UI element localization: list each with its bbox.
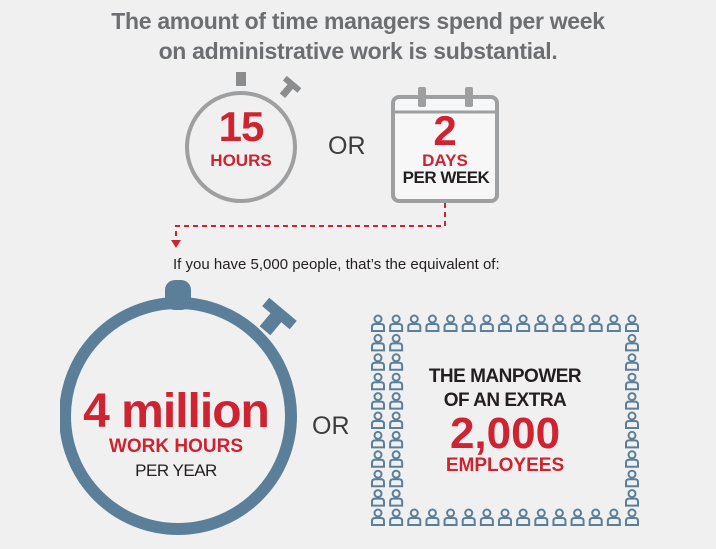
person-icon	[389, 489, 404, 507]
stopwatch-large-number: 4 million	[83, 385, 270, 438]
person-icon	[625, 314, 639, 332]
person-icon	[606, 508, 621, 526]
person-icon	[625, 372, 639, 391]
person-icon	[625, 450, 639, 468]
person-icon	[625, 508, 639, 526]
person-icon	[516, 508, 531, 526]
person-icon	[389, 372, 404, 391]
person-icon	[625, 469, 639, 488]
stopwatch-large-icon	[60, 280, 297, 535]
person-icon	[371, 469, 385, 488]
person-icon	[371, 333, 385, 352]
person-icon	[625, 430, 639, 449]
person-icon	[516, 314, 531, 332]
person-icon	[625, 392, 639, 410]
person-icon	[498, 314, 512, 332]
person-icon	[389, 353, 404, 371]
person-icon	[407, 508, 422, 526]
person-icon	[371, 411, 385, 429]
people-border-icon	[371, 314, 639, 526]
person-icon	[570, 508, 585, 526]
calendar-unit: DAYS	[422, 151, 468, 170]
person-icon	[498, 508, 512, 526]
stopwatch-small-unit: HOURS	[210, 151, 272, 170]
stopwatch-large-sub: PER YEAR	[135, 461, 217, 480]
headline-line2: on administrative work is substantial.	[158, 38, 558, 64]
person-icon	[389, 450, 404, 468]
person-icon	[425, 314, 440, 332]
person-icon	[570, 314, 585, 332]
person-icon	[625, 333, 639, 352]
person-icon	[371, 392, 385, 410]
person-icon	[443, 508, 458, 526]
person-icon	[625, 353, 639, 371]
stopwatch-small-icon	[185, 72, 302, 203]
calendar-number: 2	[433, 107, 457, 154]
or-bottom-label: OR	[312, 412, 350, 440]
manpower-line1: THE MANPOWER	[428, 366, 582, 387]
person-icon	[389, 508, 404, 526]
person-icon	[461, 508, 476, 526]
person-icon	[534, 314, 549, 332]
person-icon	[479, 508, 494, 526]
headline-line1: The amount of time managers spend per we…	[111, 8, 605, 34]
person-icon	[625, 489, 639, 507]
equivalent-text: If you have 5,000 people, that’s the equ…	[173, 256, 500, 273]
manpower-number: 2,000	[449, 409, 561, 458]
manpower-unit: EMPLOYEES	[445, 455, 565, 476]
person-icon	[371, 353, 385, 371]
person-icon	[534, 508, 549, 526]
calendar-sub: PER WEEK	[402, 168, 490, 187]
person-icon	[389, 469, 404, 488]
person-icon	[389, 430, 404, 449]
person-icon	[389, 392, 404, 410]
person-icon	[552, 508, 567, 526]
stopwatch-large-unit: WORK HOURS	[108, 436, 244, 457]
person-icon	[443, 314, 458, 332]
person-icon	[371, 372, 385, 391]
person-icon	[407, 314, 422, 332]
person-icon	[425, 508, 440, 526]
person-icon	[371, 450, 385, 468]
person-icon	[606, 314, 621, 332]
person-icon	[552, 314, 567, 332]
person-icon	[461, 314, 476, 332]
manpower-line2: OF AN EXTRA	[443, 390, 567, 411]
person-icon	[389, 314, 404, 332]
person-icon	[389, 333, 404, 352]
person-icon	[371, 314, 385, 332]
or-top-label: OR	[328, 132, 366, 160]
person-icon	[371, 508, 385, 526]
calendar-icon	[391, 87, 499, 203]
person-icon	[625, 411, 639, 429]
person-icon	[371, 430, 385, 449]
person-icon	[588, 508, 603, 526]
person-icon	[389, 411, 404, 429]
stopwatch-small-number: 15	[218, 103, 265, 150]
person-icon	[479, 314, 494, 332]
person-icon	[371, 489, 385, 507]
person-icon	[588, 314, 603, 332]
